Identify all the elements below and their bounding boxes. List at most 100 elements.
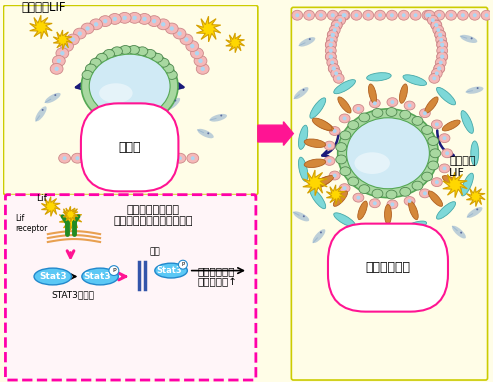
Circle shape	[471, 37, 473, 39]
Ellipse shape	[161, 153, 173, 163]
Ellipse shape	[404, 197, 415, 206]
Circle shape	[152, 156, 156, 160]
Circle shape	[423, 191, 427, 195]
Ellipse shape	[359, 113, 370, 122]
Ellipse shape	[428, 137, 439, 146]
Circle shape	[373, 101, 377, 105]
Ellipse shape	[324, 157, 335, 165]
Circle shape	[425, 13, 429, 17]
Ellipse shape	[437, 52, 448, 62]
Ellipse shape	[110, 153, 122, 163]
Circle shape	[114, 156, 118, 160]
Ellipse shape	[338, 97, 351, 113]
Ellipse shape	[358, 201, 367, 220]
Circle shape	[414, 13, 418, 17]
Ellipse shape	[97, 53, 107, 62]
Ellipse shape	[372, 108, 383, 117]
Circle shape	[342, 13, 346, 17]
Circle shape	[343, 13, 347, 17]
Ellipse shape	[399, 84, 407, 103]
Circle shape	[142, 17, 147, 21]
Ellipse shape	[353, 193, 364, 202]
Circle shape	[435, 122, 439, 126]
Circle shape	[327, 144, 331, 147]
Ellipse shape	[340, 167, 351, 176]
Circle shape	[60, 51, 65, 55]
Circle shape	[88, 156, 92, 160]
Ellipse shape	[90, 58, 101, 67]
Circle shape	[402, 13, 406, 17]
Ellipse shape	[348, 121, 359, 129]
Ellipse shape	[353, 104, 364, 113]
Ellipse shape	[442, 176, 460, 186]
Ellipse shape	[429, 73, 440, 83]
Ellipse shape	[327, 30, 338, 40]
Circle shape	[320, 231, 322, 233]
Circle shape	[434, 23, 438, 27]
Text: Stat3: Stat3	[156, 266, 182, 275]
Circle shape	[338, 18, 342, 22]
Ellipse shape	[67, 34, 79, 45]
Ellipse shape	[335, 15, 346, 25]
Circle shape	[54, 94, 56, 96]
Ellipse shape	[331, 20, 342, 30]
Ellipse shape	[385, 204, 391, 224]
Circle shape	[331, 33, 335, 37]
Circle shape	[152, 19, 156, 23]
Ellipse shape	[137, 47, 148, 56]
Ellipse shape	[111, 47, 122, 56]
Ellipse shape	[398, 10, 409, 20]
Ellipse shape	[400, 188, 411, 196]
Circle shape	[319, 13, 323, 17]
Ellipse shape	[327, 58, 338, 68]
Ellipse shape	[460, 35, 477, 43]
Circle shape	[485, 13, 489, 17]
Ellipse shape	[325, 52, 336, 62]
Ellipse shape	[427, 15, 438, 25]
Ellipse shape	[338, 10, 349, 20]
Ellipse shape	[435, 58, 446, 68]
Circle shape	[303, 215, 305, 217]
Ellipse shape	[442, 120, 460, 131]
Ellipse shape	[333, 73, 344, 83]
Ellipse shape	[422, 10, 433, 20]
Circle shape	[333, 28, 337, 32]
Ellipse shape	[81, 23, 94, 34]
Ellipse shape	[316, 10, 326, 20]
Circle shape	[127, 156, 131, 160]
Ellipse shape	[339, 184, 350, 193]
Ellipse shape	[166, 98, 180, 110]
Ellipse shape	[409, 201, 418, 220]
Circle shape	[75, 156, 79, 160]
Ellipse shape	[354, 152, 390, 174]
Circle shape	[439, 61, 443, 65]
FancyBboxPatch shape	[5, 195, 256, 380]
Circle shape	[184, 37, 189, 42]
Ellipse shape	[431, 20, 442, 30]
Circle shape	[443, 167, 447, 170]
Ellipse shape	[439, 164, 450, 173]
Ellipse shape	[187, 153, 199, 163]
Ellipse shape	[452, 226, 466, 238]
Ellipse shape	[155, 263, 187, 278]
Ellipse shape	[368, 84, 377, 103]
Circle shape	[92, 134, 94, 136]
Ellipse shape	[339, 10, 350, 20]
Ellipse shape	[434, 63, 445, 73]
Circle shape	[476, 209, 478, 210]
Circle shape	[356, 196, 360, 200]
Ellipse shape	[210, 114, 227, 121]
Circle shape	[335, 23, 339, 27]
Circle shape	[390, 202, 394, 206]
Ellipse shape	[420, 189, 430, 198]
Ellipse shape	[157, 19, 170, 30]
Circle shape	[307, 13, 311, 17]
Circle shape	[354, 13, 358, 17]
Circle shape	[133, 16, 137, 20]
Ellipse shape	[123, 153, 135, 163]
Ellipse shape	[437, 52, 448, 62]
Ellipse shape	[59, 153, 70, 163]
Ellipse shape	[386, 190, 397, 199]
Ellipse shape	[148, 153, 160, 163]
Circle shape	[123, 16, 127, 20]
